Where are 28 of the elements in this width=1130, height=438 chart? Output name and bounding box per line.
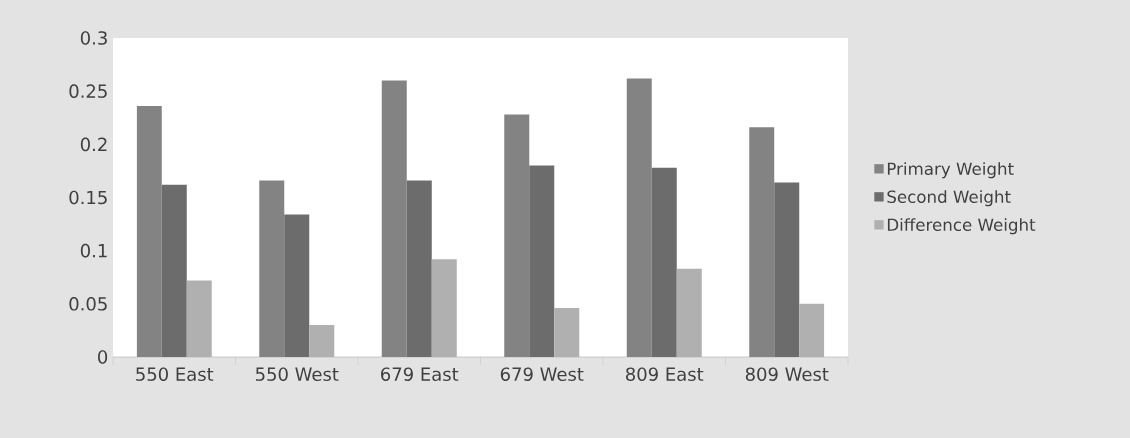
y-tick-label: 0.25 (69, 84, 107, 98)
bar (259, 180, 285, 357)
bar (529, 165, 555, 357)
bar (161, 184, 187, 357)
x-tick-label: 809 East (626, 367, 704, 381)
x-tick-label: 679 East (381, 367, 459, 381)
bar (774, 182, 800, 357)
bar (651, 167, 677, 357)
x-tick-label: 550 West (255, 367, 339, 381)
y-tick-label: 0 (98, 350, 108, 364)
bar (284, 214, 310, 357)
x-tick-label: 809 West (745, 367, 829, 381)
legend-label: Primary Weight (887, 162, 1014, 179)
y-tick-label: 0.2 (80, 137, 107, 152)
bar (504, 114, 530, 357)
legend-label: Difference Weight (887, 218, 1036, 235)
y-tick-label: 0.05 (69, 297, 107, 311)
legend-label: Second Weight (887, 190, 1011, 207)
x-tick-label: 550 East (136, 367, 214, 381)
y-tick-label: 0.15 (69, 190, 107, 205)
bar (381, 80, 407, 357)
y-tick-label: 0.1 (80, 243, 107, 258)
bar (749, 127, 775, 357)
bar (406, 180, 432, 357)
bar (626, 78, 652, 357)
x-tick-label: 679 West (500, 367, 584, 381)
bar (136, 106, 162, 357)
y-tick-label: 0.3 (80, 31, 107, 45)
